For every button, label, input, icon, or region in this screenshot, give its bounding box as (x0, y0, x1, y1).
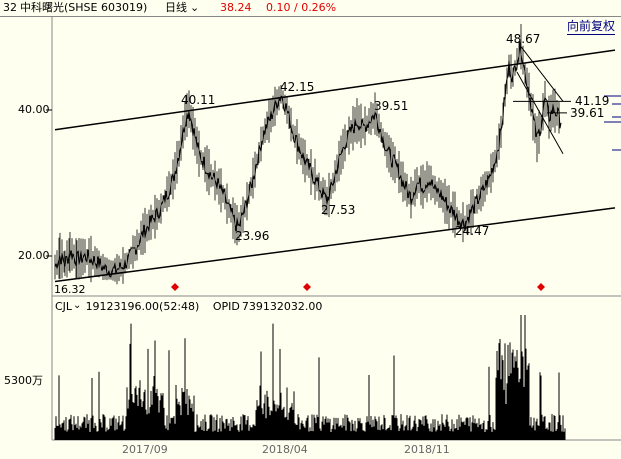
time-tick-3: 2018/11 (404, 443, 450, 456)
header-index: 32 (3, 1, 17, 14)
signal-marker (537, 283, 545, 291)
peak-label-2: 42.15 (280, 80, 315, 94)
peak-label-1: 40.11 (181, 93, 216, 107)
peak-label-3: 39.51 (374, 99, 409, 113)
wedge-line (520, 46, 564, 102)
low-label-3: 24.47 (455, 224, 490, 238)
stock-name[interactable]: 中科曙光(SHSE 603019) (20, 1, 148, 14)
chevron-down-icon[interactable]: ⌄ (73, 300, 82, 311)
opid-label: OPID (212, 300, 240, 313)
level-label-1: 41.19 (575, 94, 610, 108)
low-label-1: 23.96 (235, 229, 270, 243)
quote-header: 32 中科曙光(SHSE 603019) 日线 ⌄ 38.24 0.10 / 0… (0, 0, 621, 17)
lower-channel-line (54, 207, 616, 283)
upper-channel-line (54, 49, 616, 131)
wedge-line (516, 71, 564, 155)
volume-header: CJL 19123196.00(52:48) OPID 739132032.00 (55, 300, 332, 313)
volume-tick: 5300万 (4, 374, 43, 387)
time-tick-2: 2018/04 (262, 443, 308, 456)
time-tick-1: 2017/09 (122, 443, 168, 456)
price-tick-20: 20.00 (18, 249, 50, 262)
price-series-line (54, 41, 562, 279)
indicator-value: 19123196.00(52:48) (85, 300, 200, 313)
low-label-2: 27.53 (321, 203, 356, 217)
corner-label: 16.32 (54, 283, 86, 296)
price-tick-40: 40.00 (18, 103, 50, 116)
period-selector[interactable]: 日线 (165, 1, 187, 14)
last-price: 38.24 (220, 1, 252, 14)
indicator-name[interactable]: CJL (55, 300, 73, 313)
level-label-2: 39.61 (570, 106, 605, 120)
opid-value: 739132032.00 (241, 300, 323, 313)
price-change: 0.10 / 0.26% (266, 1, 337, 14)
peak-label-4: 48.67 (506, 32, 541, 46)
adjust-mode-button[interactable]: 向前复权 (566, 19, 615, 35)
chevron-down-icon[interactable]: ⌄ (190, 1, 200, 14)
signal-marker (171, 283, 179, 291)
signal-marker (303, 283, 311, 291)
